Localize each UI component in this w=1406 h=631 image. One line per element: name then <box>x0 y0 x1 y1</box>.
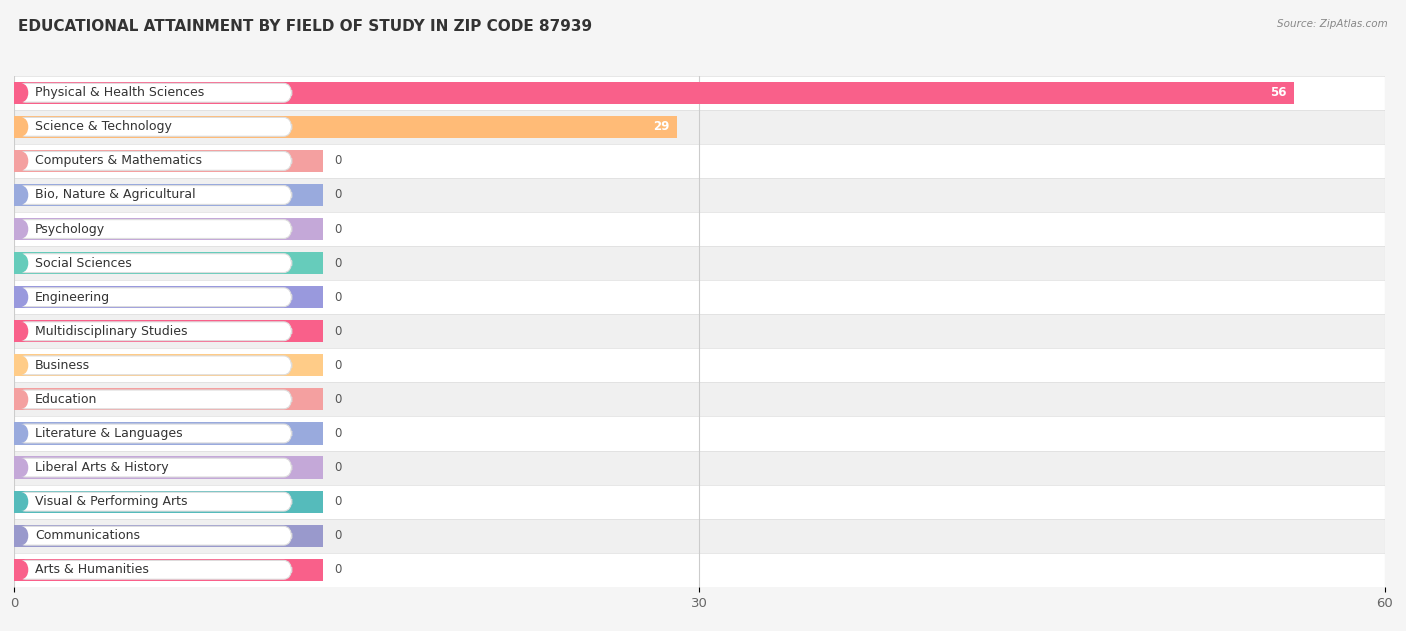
Circle shape <box>17 255 28 271</box>
FancyBboxPatch shape <box>17 117 291 136</box>
Circle shape <box>17 528 28 544</box>
Bar <box>14 144 1385 178</box>
Text: Physical & Health Sciences: Physical & Health Sciences <box>35 86 204 99</box>
Circle shape <box>17 459 28 476</box>
Text: Psychology: Psychology <box>35 223 105 235</box>
Circle shape <box>17 187 28 203</box>
FancyBboxPatch shape <box>17 186 291 204</box>
Bar <box>14 218 322 240</box>
Text: Arts & Humanities: Arts & Humanities <box>35 563 149 576</box>
Bar <box>14 416 1385 451</box>
Text: 0: 0 <box>335 223 342 235</box>
Text: Visual & Performing Arts: Visual & Performing Arts <box>35 495 187 508</box>
Bar <box>14 354 322 377</box>
Bar <box>14 246 1385 280</box>
Bar <box>14 382 1385 416</box>
Text: 0: 0 <box>335 563 342 576</box>
Circle shape <box>17 153 28 169</box>
Text: 0: 0 <box>335 359 342 372</box>
FancyBboxPatch shape <box>17 424 291 443</box>
Text: 0: 0 <box>335 291 342 304</box>
Text: 0: 0 <box>335 189 342 201</box>
Bar <box>14 558 322 581</box>
FancyBboxPatch shape <box>17 83 291 102</box>
Circle shape <box>17 391 28 408</box>
Bar <box>14 451 1385 485</box>
Text: Science & Technology: Science & Technology <box>35 121 172 133</box>
Text: Communications: Communications <box>35 529 141 542</box>
Bar <box>14 485 1385 519</box>
Bar <box>14 348 1385 382</box>
Text: 0: 0 <box>335 325 342 338</box>
Bar <box>14 212 1385 246</box>
Bar <box>14 110 1385 144</box>
Bar <box>14 490 322 513</box>
Text: 0: 0 <box>335 427 342 440</box>
Bar <box>14 524 322 547</box>
Text: 0: 0 <box>335 461 342 474</box>
Text: 0: 0 <box>335 495 342 508</box>
Bar <box>14 280 1385 314</box>
Text: 0: 0 <box>335 393 342 406</box>
Circle shape <box>17 493 28 510</box>
Text: Education: Education <box>35 393 97 406</box>
Text: 56: 56 <box>1270 86 1286 99</box>
Bar <box>14 519 1385 553</box>
Bar <box>14 456 322 479</box>
FancyBboxPatch shape <box>17 492 291 511</box>
Bar <box>14 314 1385 348</box>
Circle shape <box>17 562 28 578</box>
Text: EDUCATIONAL ATTAINMENT BY FIELD OF STUDY IN ZIP CODE 87939: EDUCATIONAL ATTAINMENT BY FIELD OF STUDY… <box>18 19 592 34</box>
Text: Business: Business <box>35 359 90 372</box>
Circle shape <box>17 289 28 305</box>
Bar <box>14 252 322 274</box>
Text: 0: 0 <box>335 257 342 269</box>
Circle shape <box>17 119 28 135</box>
Text: Literature & Languages: Literature & Languages <box>35 427 183 440</box>
Text: 29: 29 <box>654 121 669 133</box>
Bar <box>14 178 1385 212</box>
Bar <box>14 81 1294 104</box>
FancyBboxPatch shape <box>17 322 291 341</box>
Text: Computers & Mathematics: Computers & Mathematics <box>35 155 202 167</box>
FancyBboxPatch shape <box>17 151 291 170</box>
Bar <box>14 150 322 172</box>
FancyBboxPatch shape <box>17 288 291 307</box>
Text: Bio, Nature & Agricultural: Bio, Nature & Agricultural <box>35 189 195 201</box>
Bar <box>14 286 322 309</box>
FancyBboxPatch shape <box>17 390 291 409</box>
Text: Social Sciences: Social Sciences <box>35 257 132 269</box>
Bar <box>14 76 1385 110</box>
Bar <box>14 422 322 445</box>
Bar <box>14 184 322 206</box>
Text: 0: 0 <box>335 529 342 542</box>
FancyBboxPatch shape <box>17 356 291 375</box>
Bar <box>14 553 1385 587</box>
Text: Multidisciplinary Studies: Multidisciplinary Studies <box>35 325 187 338</box>
Bar <box>14 320 322 343</box>
FancyBboxPatch shape <box>17 254 291 273</box>
FancyBboxPatch shape <box>17 560 291 579</box>
Circle shape <box>17 323 28 339</box>
Circle shape <box>17 85 28 101</box>
Text: Engineering: Engineering <box>35 291 110 304</box>
Circle shape <box>17 221 28 237</box>
FancyBboxPatch shape <box>17 458 291 477</box>
FancyBboxPatch shape <box>17 526 291 545</box>
Bar <box>14 115 676 138</box>
Text: Liberal Arts & History: Liberal Arts & History <box>35 461 169 474</box>
Text: Source: ZipAtlas.com: Source: ZipAtlas.com <box>1277 19 1388 29</box>
Circle shape <box>17 357 28 374</box>
FancyBboxPatch shape <box>17 220 291 239</box>
Text: 0: 0 <box>335 155 342 167</box>
Bar <box>14 388 322 411</box>
Circle shape <box>17 425 28 442</box>
